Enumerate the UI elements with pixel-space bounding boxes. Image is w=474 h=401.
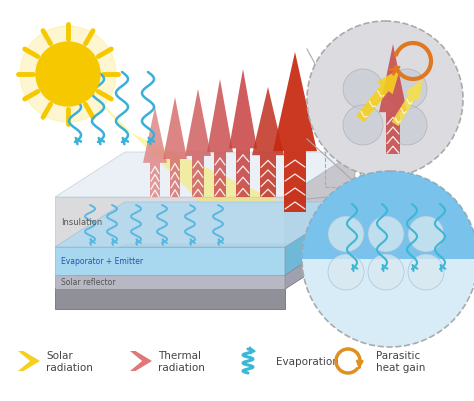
Polygon shape — [356, 70, 400, 123]
Text: Thermal
radiation: Thermal radiation — [158, 350, 205, 372]
Polygon shape — [252, 88, 284, 198]
Polygon shape — [55, 198, 285, 247]
Polygon shape — [285, 231, 355, 289]
Polygon shape — [379, 45, 407, 155]
Circle shape — [328, 254, 364, 290]
Text: Insulation: Insulation — [61, 218, 102, 227]
Polygon shape — [55, 153, 355, 198]
Polygon shape — [143, 108, 167, 198]
Circle shape — [368, 217, 404, 252]
Text: Evaporation: Evaporation — [276, 356, 339, 366]
Circle shape — [20, 27, 116, 123]
Circle shape — [36, 43, 100, 107]
Circle shape — [368, 254, 404, 290]
Text: Solar reflector: Solar reflector — [61, 278, 116, 287]
Polygon shape — [130, 351, 152, 371]
Text: Evaporator + Emitter: Evaporator + Emitter — [61, 257, 143, 266]
Polygon shape — [185, 90, 211, 198]
Polygon shape — [55, 244, 355, 289]
Circle shape — [343, 70, 383, 110]
Text: Parasitic
heat gain: Parasitic heat gain — [376, 350, 425, 372]
Polygon shape — [55, 247, 285, 275]
Polygon shape — [273, 53, 317, 213]
Polygon shape — [285, 153, 355, 247]
Polygon shape — [392, 80, 423, 127]
Polygon shape — [55, 203, 355, 247]
Polygon shape — [207, 80, 233, 198]
Circle shape — [387, 106, 427, 146]
Polygon shape — [55, 289, 285, 309]
Circle shape — [408, 217, 444, 252]
Circle shape — [307, 22, 463, 178]
Text: Solar
radiation: Solar radiation — [46, 350, 93, 372]
Circle shape — [302, 172, 474, 347]
Circle shape — [408, 254, 444, 290]
Polygon shape — [18, 351, 40, 371]
Polygon shape — [229, 70, 257, 198]
Wedge shape — [302, 172, 474, 259]
Polygon shape — [163, 98, 187, 198]
Circle shape — [387, 70, 427, 110]
Polygon shape — [55, 275, 285, 289]
Polygon shape — [285, 203, 355, 275]
Polygon shape — [88, 90, 280, 203]
Circle shape — [328, 217, 364, 252]
Circle shape — [343, 106, 383, 146]
